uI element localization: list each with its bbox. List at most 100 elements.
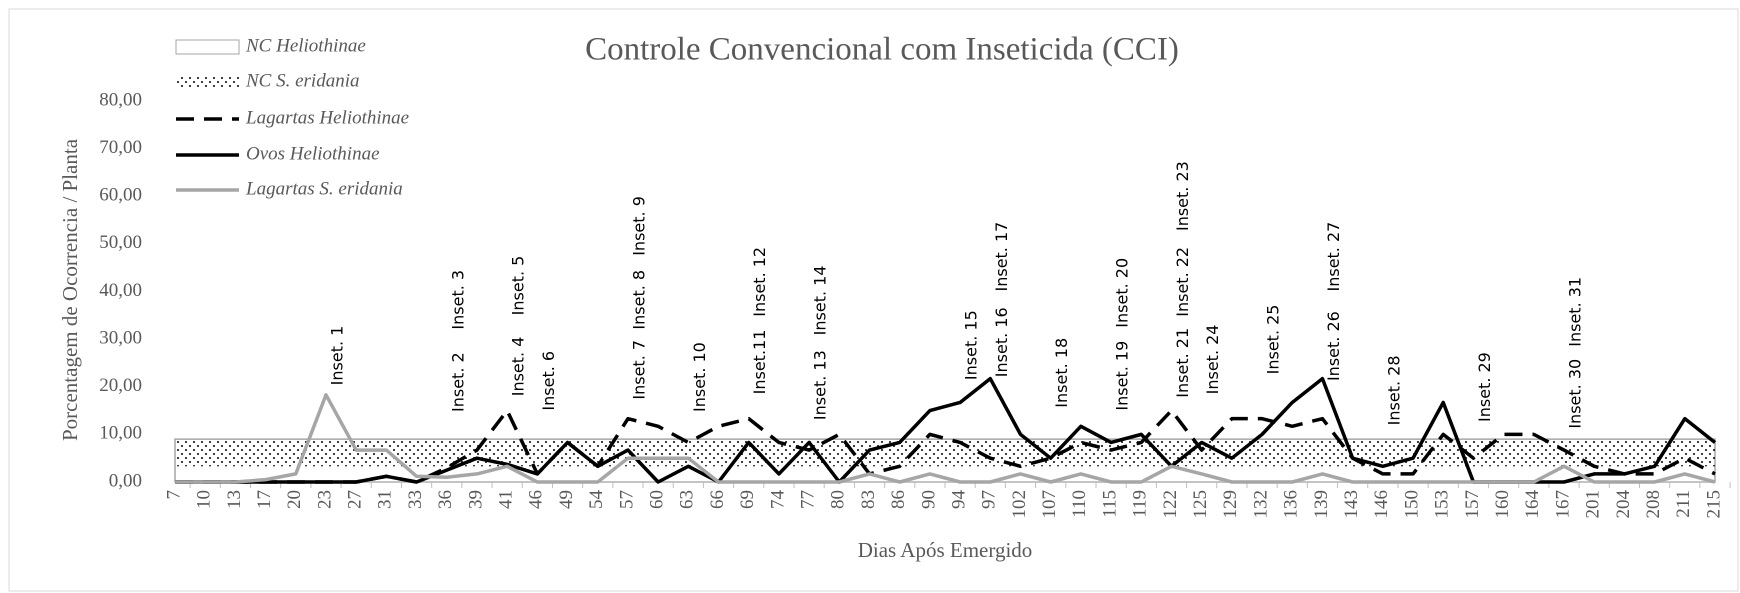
annotation: Inset. 29	[1475, 352, 1494, 422]
x-tick-label: 36	[435, 490, 456, 509]
annotation: Inset. 12	[750, 247, 769, 317]
annotation: Inset. 2	[448, 352, 467, 412]
annotation: Inset. 21	[1173, 328, 1192, 398]
legend-label: NC Heliothinae	[245, 35, 366, 56]
x-tick-label: 60	[646, 490, 667, 509]
x-tick-label: 90	[918, 490, 939, 509]
y-tick-label: 80,00	[99, 89, 142, 110]
x-tick-label: 17	[254, 490, 275, 509]
legend-label: Lagartas S. eridania	[245, 178, 403, 199]
x-tick-label: 132	[1250, 490, 1271, 519]
x-tick-label: 80	[828, 490, 849, 509]
x-tick-label: 13	[224, 490, 245, 509]
x-tick-label: 125	[1190, 490, 1211, 519]
annotation: Inset. 15	[962, 310, 981, 380]
annotation: Inset. 25	[1264, 305, 1283, 375]
x-tick-label: 167	[1552, 490, 1573, 519]
annotation: Inset. 17	[992, 222, 1011, 292]
x-tick-label: 143	[1341, 490, 1362, 519]
chart-title: Controle Convencional com Inseticida (CC…	[585, 32, 1179, 68]
x-tick-label: 129	[1220, 490, 1241, 519]
x-tick-label: 77	[797, 490, 818, 509]
x-tick-label: 160	[1492, 490, 1513, 519]
annotation: Inset. 10	[690, 342, 709, 412]
annotation: Inset. 6	[539, 351, 558, 411]
annotation: Inset. 19	[1113, 341, 1132, 411]
y-tick-label: 30,00	[99, 327, 142, 348]
annotation: Inset. 31	[1566, 277, 1585, 347]
y-tick-label: 50,00	[99, 232, 142, 253]
x-tick-label: 157	[1462, 490, 1483, 519]
x-tick-label: 57	[616, 490, 637, 509]
legend-label: Ovos Heliothinae	[246, 143, 380, 164]
annotation: Inset. 18	[1052, 338, 1071, 408]
annotation: Inset. 20	[1113, 258, 1132, 328]
x-tick-label: 153	[1432, 490, 1453, 519]
x-tick-label: 63	[677, 490, 698, 509]
x-tick-label: 150	[1401, 490, 1422, 519]
x-tick-label: 7	[163, 490, 184, 500]
x-tick-label: 107	[1039, 490, 1060, 519]
x-tick-label: 119	[1130, 490, 1151, 518]
y-tick-label: 0,00	[109, 470, 142, 491]
x-tick-label: 74	[767, 490, 788, 510]
annotation: Inset. 1	[327, 326, 346, 386]
frame	[8, 8, 1739, 592]
x-tick-label: 46	[526, 490, 547, 509]
y-tick-label: 60,00	[99, 185, 142, 206]
x-tick-label: 31	[375, 490, 396, 509]
x-tick-label: 164	[1522, 490, 1543, 519]
x-tick-label: 136	[1281, 490, 1302, 519]
series-line	[175, 393, 1716, 484]
legend-label: NC S. eridania	[245, 70, 359, 91]
annotation: Inset.11	[750, 330, 769, 395]
x-tick-label: 204	[1613, 490, 1634, 519]
x-tick-label: 201	[1583, 490, 1604, 519]
x-tick-label: 27	[345, 490, 366, 509]
x-tick-label: 215	[1703, 490, 1724, 519]
annotation: Inset. 14	[811, 265, 830, 335]
legend-swatch	[176, 75, 239, 89]
annotation: Inset. 23	[1173, 161, 1192, 231]
x-axis-label: Dias Após Emergido	[858, 538, 1033, 562]
annotation: Inset. 9	[629, 196, 648, 256]
annotation: Inset. 13	[811, 350, 830, 420]
x-tick-label: 86	[888, 490, 909, 509]
annotation: Inset. 4	[509, 337, 528, 397]
annotation: Inset. 28	[1384, 355, 1403, 425]
x-tick-label: 49	[556, 490, 577, 509]
x-tick-label: 23	[314, 490, 335, 509]
annotation: Inset. 7	[629, 340, 648, 400]
annotation: Inset. 3	[448, 270, 467, 330]
annotation: Inset. 16	[992, 307, 1011, 377]
y-tick-label: 40,00	[99, 280, 142, 301]
x-tick-label: 102	[1009, 490, 1030, 519]
x-tick-label: 110	[1069, 490, 1090, 518]
x-tick-label: 41	[496, 490, 517, 509]
x-tick-label: 139	[1311, 490, 1332, 519]
y-axis-label: Porcentagem de Ocorrencia / Planta	[58, 138, 82, 441]
x-tick-label: 69	[737, 490, 758, 509]
x-tick-label: 97	[979, 490, 1000, 509]
annotation: Inset. 26	[1324, 311, 1343, 381]
legend-swatch	[175, 39, 240, 55]
x-tick-label: 208	[1643, 490, 1664, 519]
x-tick-label: 66	[707, 490, 728, 509]
annotation: Inset. 8	[629, 270, 648, 330]
x-tick-label: 10	[194, 490, 215, 509]
y-tick-label: 70,00	[99, 137, 142, 158]
x-tick-label: 146	[1371, 490, 1392, 519]
annotation: Inset. 24	[1203, 325, 1222, 395]
annotation: Inset. 27	[1324, 222, 1343, 292]
annotation: Inset. 30	[1566, 359, 1585, 429]
x-tick-label: 33	[405, 490, 426, 509]
x-tick-label: 83	[858, 490, 879, 509]
annotation: Inset. 22	[1173, 247, 1192, 317]
x-tick-label: 115	[1099, 490, 1120, 518]
x-tick-label: 122	[1160, 490, 1181, 519]
y-tick-label: 20,00	[99, 375, 142, 396]
x-tick-label: 54	[586, 490, 607, 510]
x-tick-label: 211	[1673, 490, 1694, 518]
y-tick-label: 10,00	[99, 423, 142, 444]
